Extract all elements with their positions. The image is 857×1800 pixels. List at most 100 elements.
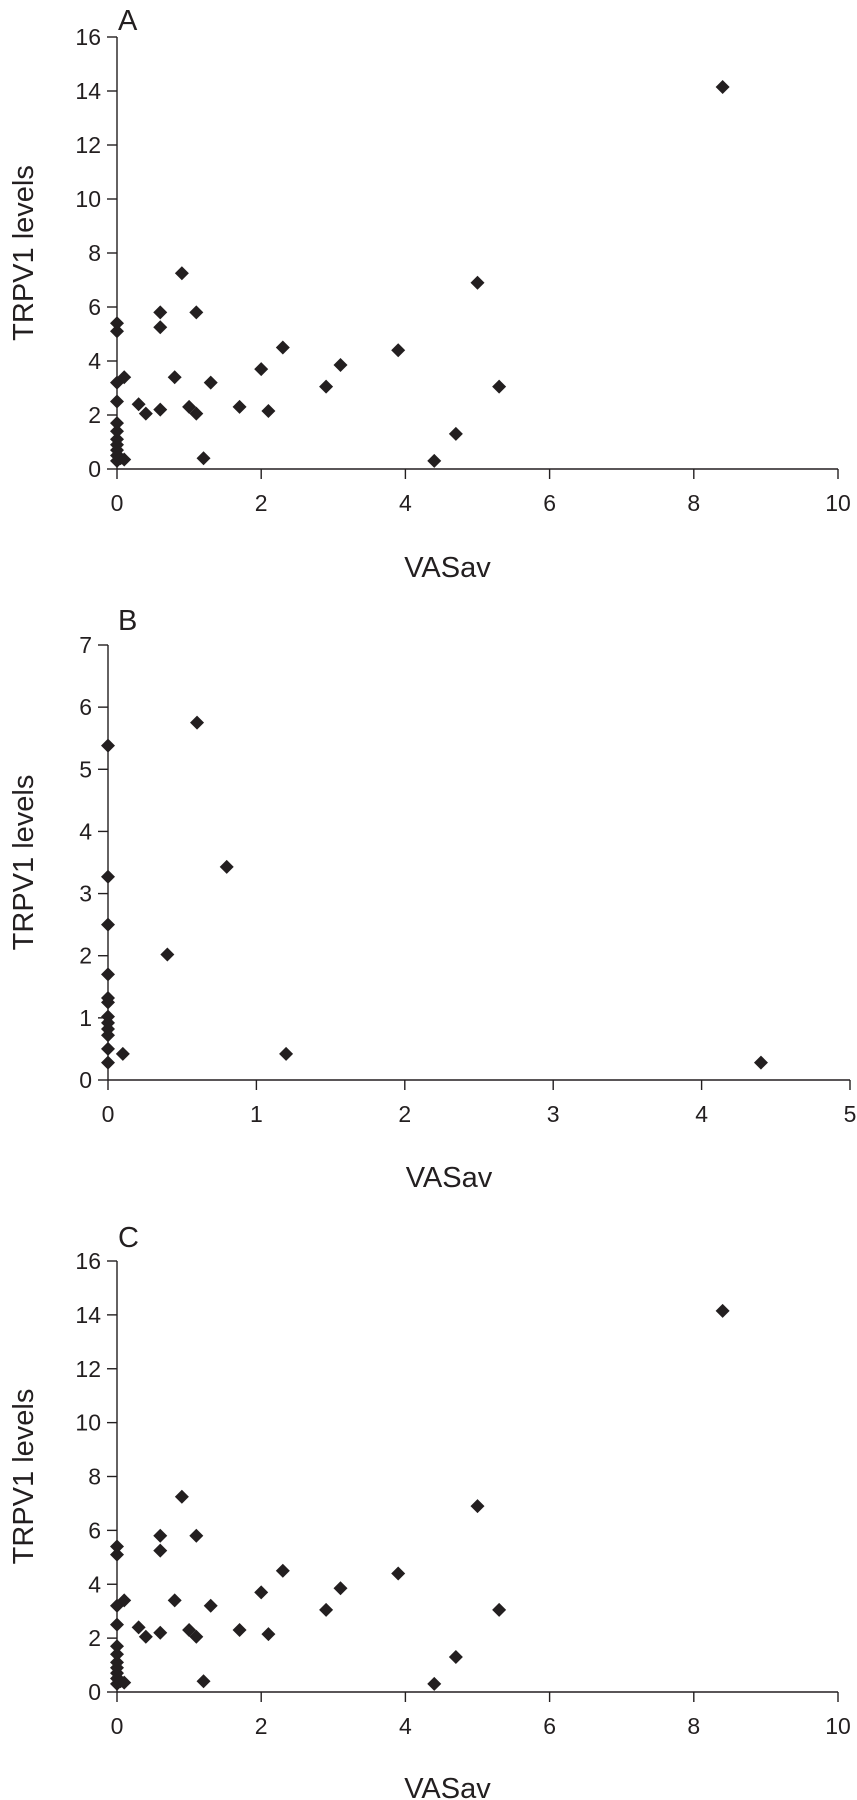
data-point [492,379,507,394]
scatter-panel-a: 0 2 4 6 8 10 0 2 4 6 8 10 12 14 16 VASav TRPV1 levels A [8,5,851,584]
x-tick-label: 0 [111,1713,124,1739]
data-point [254,1585,269,1600]
data-point [153,1625,168,1640]
data-point [261,403,276,418]
y-tick-label: 12 [75,132,101,158]
data-point [110,324,124,339]
data-point [101,1041,115,1056]
data-point [101,1009,115,1024]
y-tick-label: 1 [79,1005,92,1031]
data-point [333,1581,348,1596]
data-point [232,399,247,414]
y-tick-label: 4 [88,348,101,374]
data-point [189,406,204,421]
y-axis-title: TRPV1 levels [8,1389,40,1565]
data-point [110,432,124,447]
scatter-panel-b: 0 1 2 3 4 5 0 1 2 3 4 5 6 7 VASav TRPV1 levels B [8,605,856,1194]
y-tick-label: 8 [88,1464,101,1490]
y-tick-label: 4 [79,818,92,844]
data-point [110,1617,124,1632]
x-axis-title: VASav [404,1773,491,1800]
data-point [189,1528,204,1543]
y-tick-label: 14 [75,78,101,104]
data-point [115,1046,130,1061]
data-point [319,379,334,394]
x-tick-label: 10 [825,490,851,516]
data-point [153,402,168,417]
x-tick-label: 4 [695,1101,708,1127]
x-tick-label: 0 [102,1101,115,1127]
y-tick-label: 6 [88,294,101,320]
data-point [448,1649,463,1664]
y-tick-label: 16 [75,1248,101,1274]
data-point [189,1629,204,1644]
data-point [117,1675,132,1690]
data-point [101,1055,115,1070]
data-point [131,1620,146,1635]
x-tick-label: 5 [844,1101,857,1127]
data-point [160,947,175,962]
y-tick-label: 14 [75,1302,101,1328]
data-point [219,859,234,874]
x-tick-label: 4 [399,1713,412,1739]
y-tick-label: 2 [88,402,101,428]
y-tick-label: 0 [88,456,101,482]
data-point [279,1046,294,1061]
data-point [138,406,153,421]
data-point [333,358,348,373]
data-point [174,266,189,281]
data-point [131,397,146,412]
y-tick-label: 5 [79,756,92,782]
data-point [153,1543,168,1558]
panel-label: A [118,5,138,37]
data-point [101,990,115,1005]
y-axis-title: TRPV1 levels [8,165,40,341]
panel-label: C [118,1222,139,1254]
x-tick-label: 2 [398,1101,411,1127]
data-point [275,1563,290,1578]
x-tick-label: 6 [543,1713,556,1739]
data-point [110,416,124,431]
data-point [427,1676,442,1691]
data-point [117,452,132,467]
data-point [203,375,218,390]
data-point [110,1655,124,1670]
data-point [715,79,730,94]
data-point [254,362,269,377]
data-point [391,343,406,358]
y-tick-label: 0 [88,1679,101,1705]
data-point [189,305,204,320]
x-tick-label: 4 [399,490,412,516]
y-tick-label: 3 [79,881,92,907]
data-point [110,1639,124,1654]
data-point [110,394,124,409]
data-point [275,340,290,355]
data-point [448,426,463,441]
data-point [110,1547,124,1562]
data-point [101,967,115,982]
x-axis-title: VASav [404,552,491,584]
y-tick-label: 6 [79,694,92,720]
x-tick-label: 0 [111,490,124,516]
y-tick-label: 6 [88,1517,101,1543]
y-tick-label: 7 [79,632,92,658]
data-point [470,275,485,290]
x-tick-label: 1 [250,1101,263,1127]
x-tick-label: 3 [547,1101,560,1127]
data-point [391,1566,406,1581]
data-point [203,1598,218,1613]
y-tick-label: 12 [75,1356,101,1382]
data-point [110,1539,124,1554]
y-tick-label: 10 [75,186,101,212]
data-point [196,1674,211,1689]
data-point [138,1629,153,1644]
y-tick-label: 10 [75,1410,101,1436]
data-point [101,738,115,753]
x-tick-label: 8 [687,1713,700,1739]
x-tick-label: 10 [825,1713,851,1739]
data-point [110,424,124,439]
data-point [101,917,115,932]
y-tick-label: 2 [88,1625,101,1651]
y-tick-label: 0 [79,1067,92,1093]
